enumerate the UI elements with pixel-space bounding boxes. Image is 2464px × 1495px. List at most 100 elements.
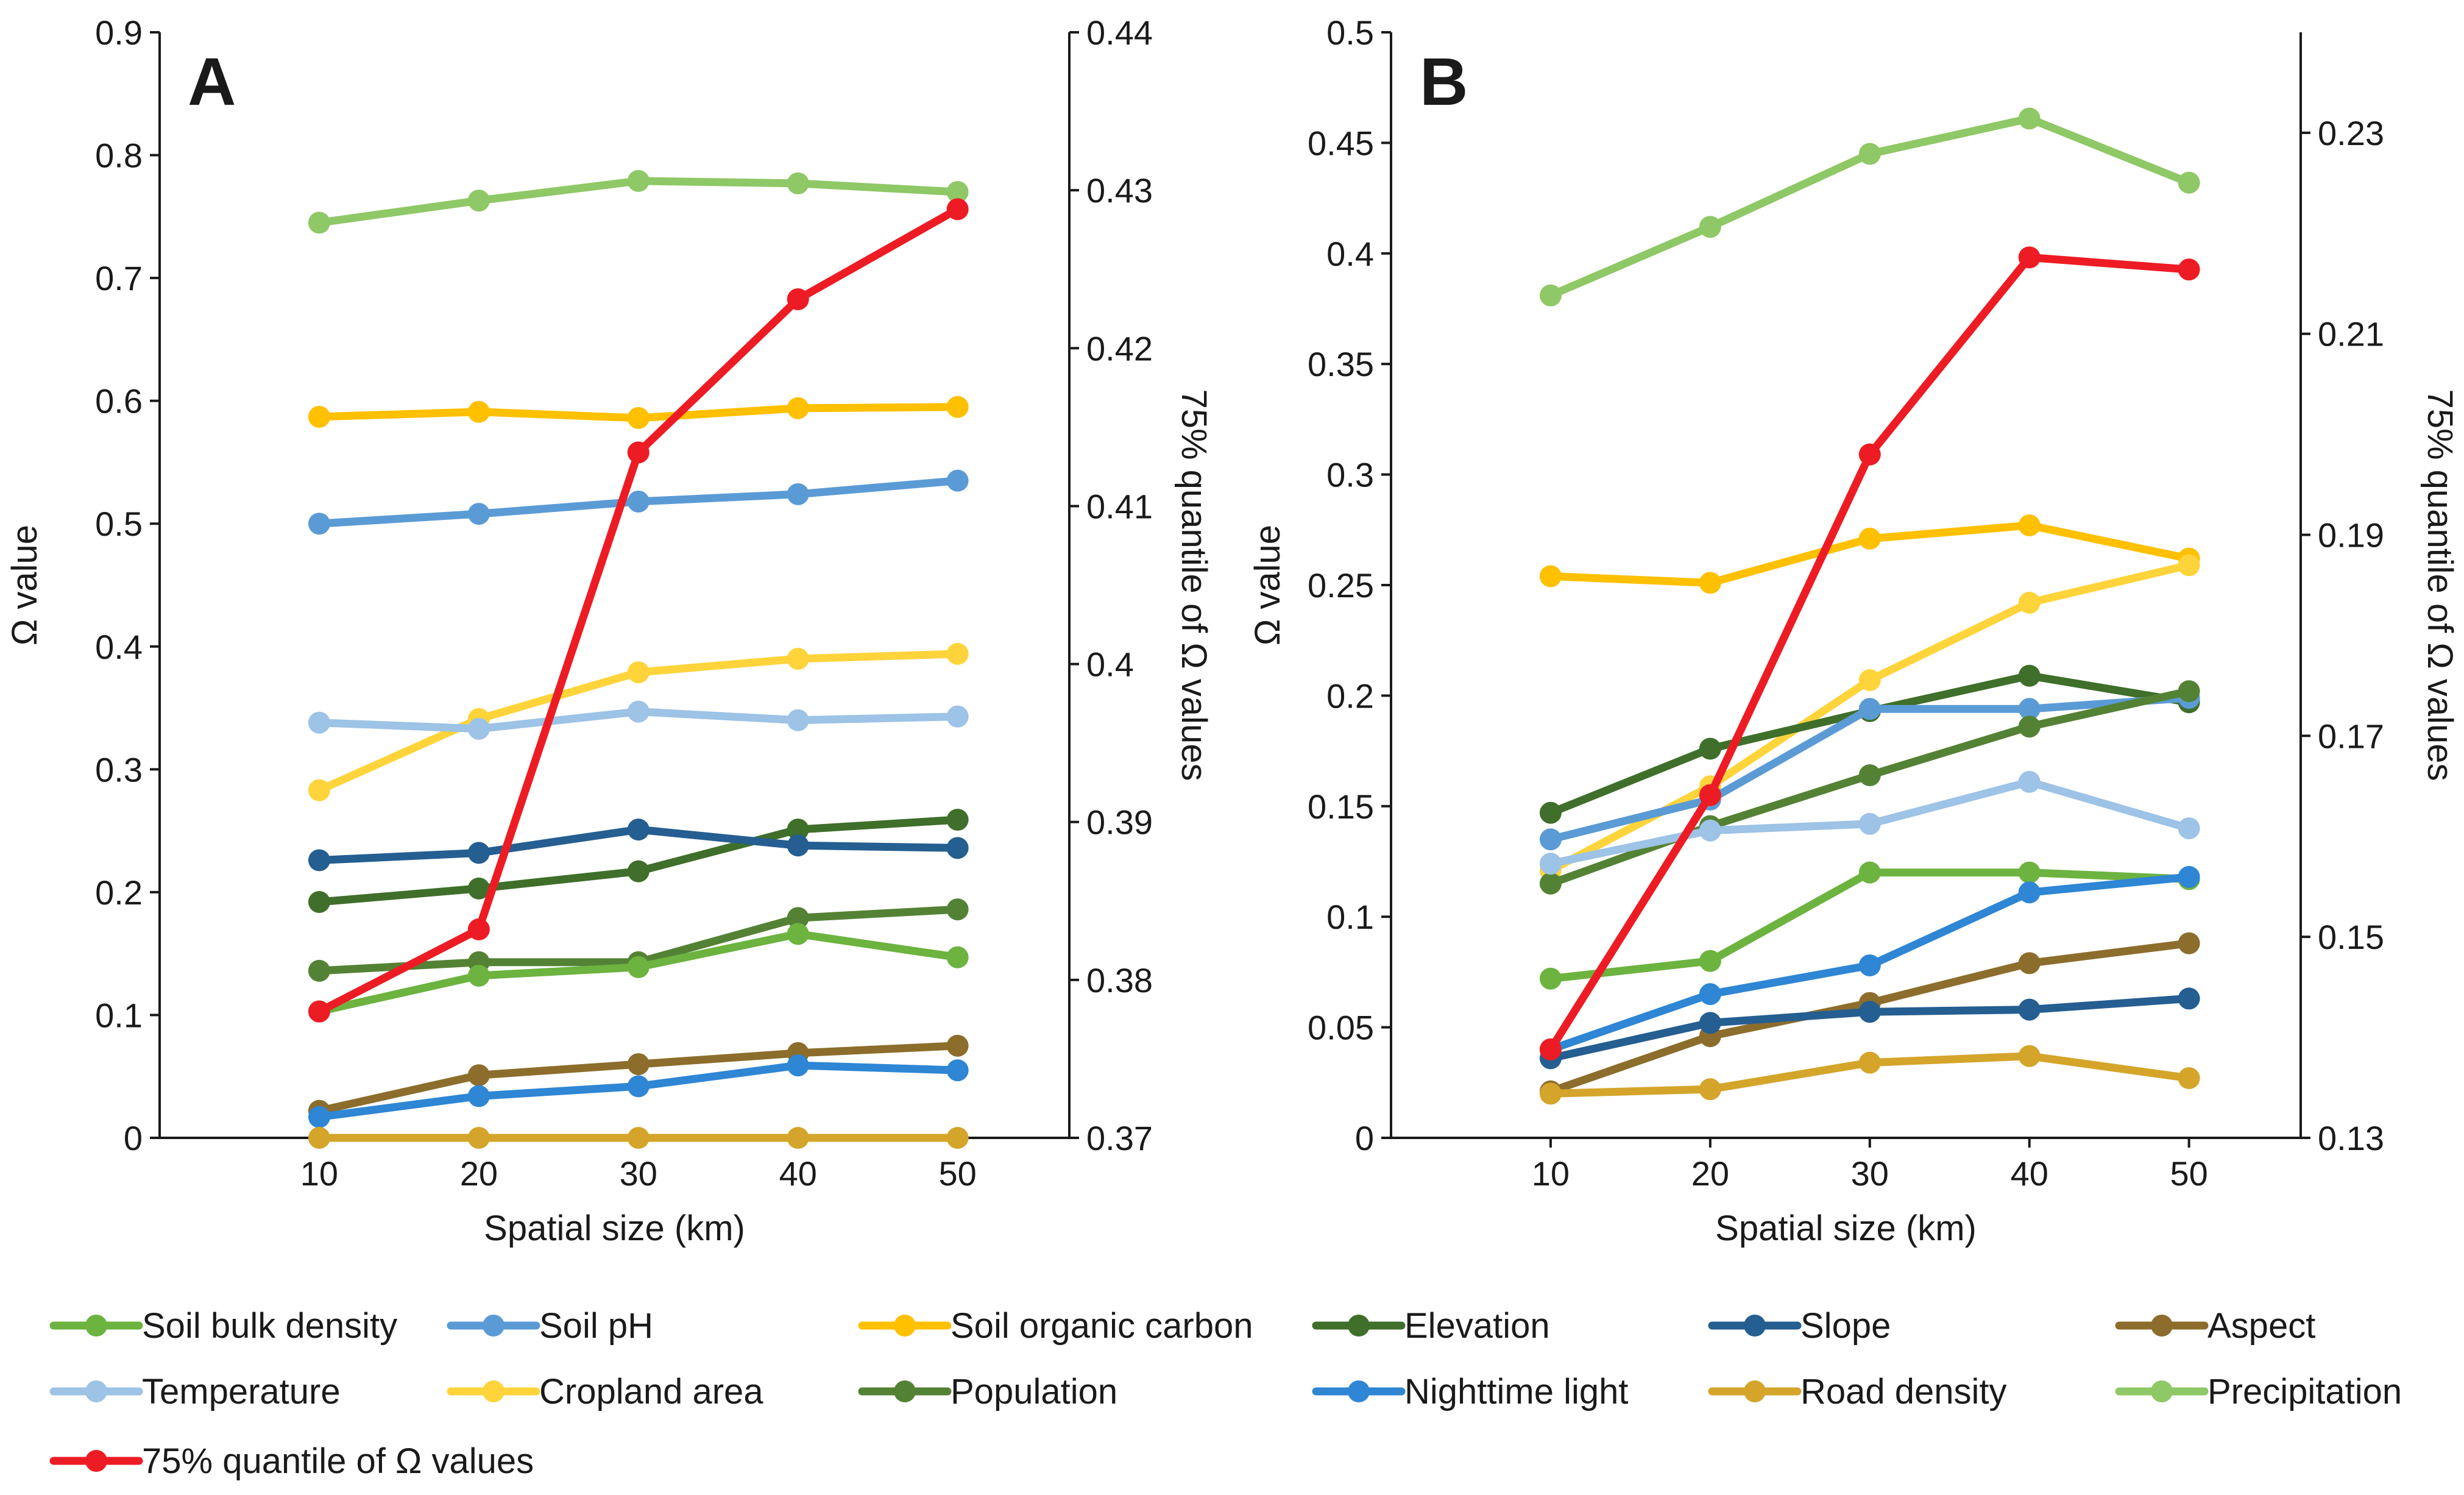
y2-tick-label: 0.17 — [2318, 717, 2384, 755]
series-elevation — [308, 808, 969, 914]
data-point-75pct-quantile-of-values — [1858, 443, 1881, 466]
data-point-slope — [787, 834, 809, 857]
data-point-elevation — [467, 877, 490, 900]
legend-label: Nighttime light — [1404, 1372, 1628, 1412]
legend-swatch-marker — [1744, 1315, 1766, 1337]
data-point-aspect — [467, 1064, 490, 1087]
data-point-population — [946, 898, 969, 921]
data-point-road-density — [467, 1127, 490, 1149]
y-tick-label: 0.3 — [95, 750, 143, 789]
x-tick-label: 30 — [620, 1154, 657, 1193]
legend-item-soil-bulk-density: Soil bulk density — [49, 1306, 397, 1346]
data-point-nighttime-light — [787, 1054, 809, 1077]
data-point-elevation — [308, 891, 330, 914]
data-point-temperature — [627, 700, 650, 723]
legend-item-75pct-quantile-of-values: 75% quantile of Ω values — [49, 1441, 534, 1481]
panel-letter-b: B — [1420, 44, 1468, 119]
data-point-elevation — [1539, 801, 1562, 824]
data-point-road-density — [946, 1127, 969, 1149]
legend-item-slope: Slope — [1708, 1306, 1891, 1346]
data-point-road-density — [308, 1127, 330, 1149]
panel-a: A 0 0.1 0.2 0.3 0.4 0.5 0.6 0.7 0.8 0.9 0.37 0.38 0.… — [5, 13, 1214, 1248]
y2-tick-label: 0.23 — [2318, 114, 2384, 152]
legend-swatch-marker — [894, 1315, 916, 1337]
data-point-temperature — [2018, 770, 2041, 793]
data-point-soil-ph — [946, 469, 969, 492]
data-point-slope — [946, 837, 969, 859]
legend-item-aspect: Aspect — [2115, 1306, 2315, 1346]
y-tick-label: 0.3 — [1326, 456, 1374, 494]
data-point-nighttime-light — [627, 1075, 650, 1098]
data-point-precipitation — [467, 190, 490, 212]
data-point-slope — [2018, 998, 2041, 1021]
legend-label: Elevation — [1404, 1306, 1550, 1346]
legend-label: Population — [951, 1372, 1117, 1412]
y-tick-label: 0.5 — [95, 505, 143, 543]
series-precipitation — [308, 169, 969, 234]
y-tick-label: 0.7 — [95, 259, 143, 297]
data-point-soil-ph — [308, 513, 330, 535]
y-tick-label: 0.2 — [1326, 676, 1374, 715]
data-point-soil-ph — [467, 503, 490, 525]
data-point-75pct-quantile-of-values — [467, 918, 490, 940]
y2-tick-label: 0.37 — [1086, 1119, 1153, 1157]
x-tick-label: 40 — [2011, 1154, 2048, 1193]
data-point-cropland-area — [1858, 669, 1881, 692]
data-point-precipitation — [308, 211, 330, 234]
legend-item-nighttime-light: Nighttime light — [1312, 1372, 1628, 1412]
y-tick-label: 0 — [1355, 1119, 1374, 1157]
data-point-soil-bulk-density — [467, 964, 490, 987]
data-point-soil-ph — [2018, 698, 2041, 720]
data-point-precipitation — [946, 181, 969, 204]
series-road-density — [308, 1127, 969, 1149]
y2-tick-label: 0.41 — [1086, 487, 1153, 525]
y-axis-title: Ω value — [5, 525, 44, 645]
legend-item-precipitation: Precipitation — [2115, 1372, 2402, 1412]
legend-swatch-marker — [85, 1315, 107, 1337]
data-point-population — [308, 959, 330, 982]
series-nighttime-light — [1539, 865, 2200, 1060]
data-point-75pct-quantile-of-values — [308, 1000, 330, 1023]
data-point-slope — [467, 842, 490, 864]
data-point-soil-organic-carbon — [1699, 572, 1721, 594]
legend-label: Soil bulk density — [142, 1306, 397, 1346]
series-road-density — [1539, 1045, 2200, 1105]
data-point-slope — [2178, 987, 2200, 1010]
legend-item-road-density: Road density — [1708, 1372, 2007, 1412]
data-point-temperature — [308, 711, 330, 734]
y2-tick-label: 0.38 — [1086, 961, 1153, 1000]
y2-tick-label: 0.4 — [1086, 645, 1134, 684]
data-point-aspect — [2018, 952, 2041, 975]
y-tick-label: 0.1 — [1326, 898, 1374, 936]
data-point-elevation — [946, 808, 969, 831]
series-precipitation — [1539, 107, 2200, 307]
series-slope — [308, 819, 969, 872]
data-point-soil-bulk-density — [787, 923, 809, 945]
data-point-nighttime-light — [2018, 881, 2041, 904]
legend-label: Soil pH — [539, 1306, 653, 1346]
data-point-road-density — [1858, 1051, 1881, 1074]
data-point-precipitation — [627, 169, 650, 192]
data-point-aspect — [2178, 932, 2200, 954]
data-point-nighttime-light — [1699, 983, 1721, 1006]
legend-label: Aspect — [2207, 1306, 2315, 1346]
legend-label: Precipitation — [2207, 1372, 2402, 1412]
y2-tick-label: 0.13 — [2318, 1119, 2384, 1157]
y-tick-label: 0.1 — [95, 996, 143, 1034]
y-tick-label: 0.05 — [1308, 1009, 1374, 1047]
y2-tick-label: 0.44 — [1086, 13, 1153, 52]
data-point-slope — [1699, 1012, 1721, 1034]
data-point-temperature — [1858, 812, 1881, 835]
y-tick-label: 0.45 — [1308, 124, 1374, 162]
data-point-soil-ph — [787, 483, 809, 505]
data-point-75pct-quantile-of-values — [946, 198, 969, 221]
data-point-75pct-quantile-of-values — [787, 288, 809, 310]
data-point-temperature — [946, 705, 969, 728]
x-tick-label: 20 — [460, 1154, 498, 1193]
legend-swatch-marker — [1744, 1380, 1766, 1402]
y-tick-label: 0.6 — [95, 382, 143, 421]
data-point-75pct-quantile-of-values — [627, 441, 650, 464]
data-point-elevation — [2018, 664, 2041, 687]
legend: Soil bulk density Soil pH Soil organic car… — [49, 1306, 2402, 1481]
data-point-soil-bulk-density — [1699, 950, 1721, 972]
